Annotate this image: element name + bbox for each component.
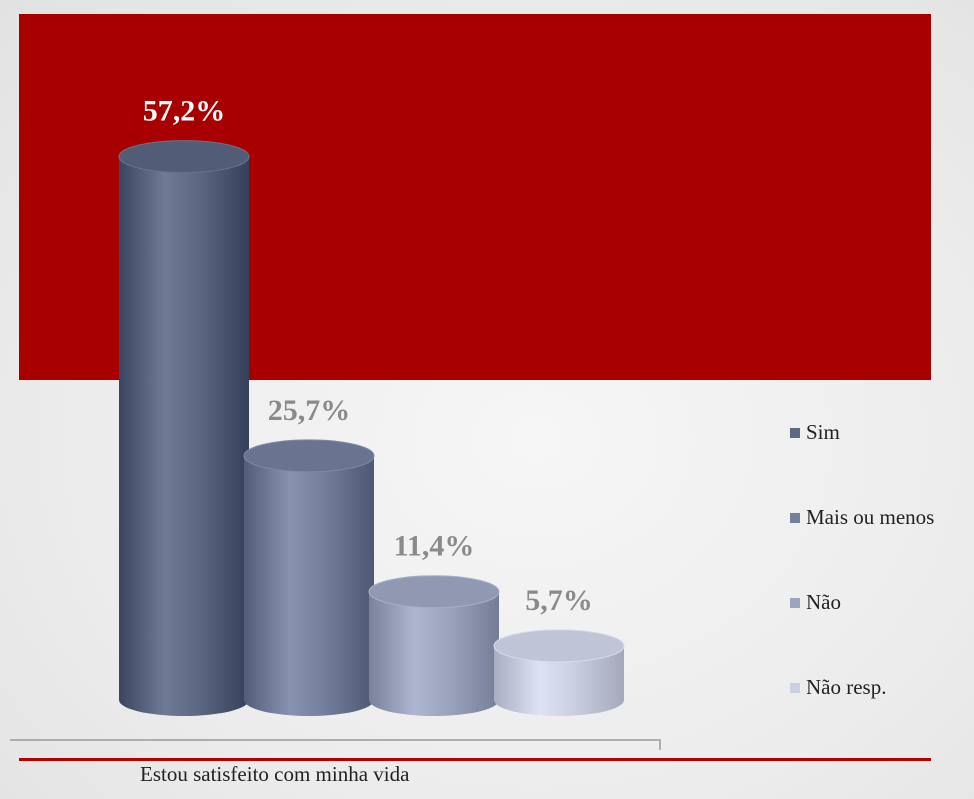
legend-label-nao: Não bbox=[806, 590, 841, 614]
bar-top-1 bbox=[118, 140, 250, 174]
bar-body-3 bbox=[369, 591, 499, 716]
bar-top-4 bbox=[493, 629, 625, 663]
bar-1 bbox=[118, 140, 250, 717]
bar-body-4 bbox=[494, 645, 624, 716]
legend-label-sim: Sim bbox=[806, 420, 840, 444]
legend-swatch-sim bbox=[790, 427, 800, 438]
bar-3 bbox=[368, 575, 500, 716]
bottom-rule bbox=[19, 758, 931, 761]
data-label-4: 5,7% bbox=[525, 584, 593, 617]
legend-swatch-nao bbox=[790, 597, 800, 608]
legend-label-nao-resp: Não resp. bbox=[806, 675, 887, 699]
bar-2 bbox=[243, 439, 375, 716]
data-label-3: 11,4% bbox=[394, 530, 475, 563]
x-axis-line bbox=[10, 739, 661, 750]
legend-swatch-mais-ou-menos bbox=[790, 512, 800, 523]
bar-top-2 bbox=[243, 439, 375, 473]
legend-label-mais-ou-menos: Mais ou menos bbox=[806, 505, 935, 529]
bar-top-3 bbox=[368, 575, 500, 609]
legend-item-nao-resp: Não resp. bbox=[790, 675, 886, 700]
legend-item-mais-ou-menos: Mais ou menos bbox=[790, 505, 934, 530]
legend-item-sim: Sim bbox=[790, 420, 840, 445]
data-label-1: 57,2% bbox=[143, 95, 226, 128]
category-label: Estou satisfeito com minha vida bbox=[140, 762, 410, 786]
legend-swatch-nao-resp bbox=[790, 682, 800, 693]
bar-body-2 bbox=[244, 455, 374, 716]
bar-4 bbox=[493, 629, 625, 716]
bar-body-1 bbox=[119, 156, 249, 717]
legend-item-nao: Não bbox=[790, 590, 841, 615]
data-label-2: 25,7% bbox=[268, 394, 351, 427]
